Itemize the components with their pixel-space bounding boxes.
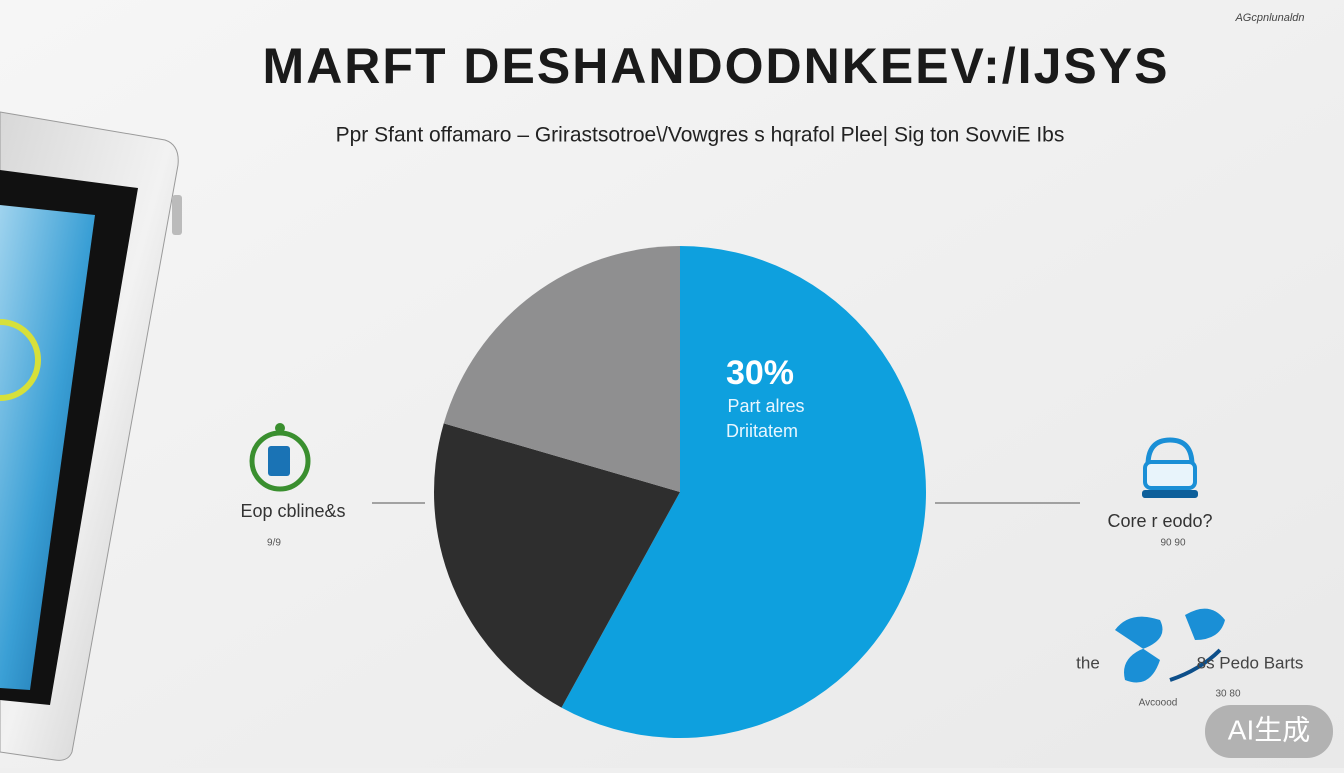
annotation: 9/9 (267, 538, 281, 549)
chart-subtitle: Ppr Sfant offamaro – Grirastsotroe\/Vowg… (336, 124, 1065, 147)
icon-bottom-right (1115, 608, 1225, 683)
annotation: the (1076, 653, 1100, 672)
watermark: AI生成 (1228, 714, 1310, 745)
logo: AGcpnlunaldn (1234, 12, 1304, 24)
annotation: 8s Pedo Barts (1197, 653, 1304, 672)
icon-right (1142, 437, 1198, 498)
watermark-badge (1205, 705, 1333, 758)
annotation: Eop cbline&s (240, 501, 345, 521)
icon-left (249, 423, 311, 492)
pie-slice (561, 246, 926, 738)
annotation: 30% (726, 354, 794, 392)
chart-title: MARFT DESHANDODNKEEV:/IJSYS (263, 38, 1170, 94)
annotation: Avcoood (1139, 698, 1178, 709)
annotation: Core r eodo? (1107, 511, 1212, 531)
annotation: Part alres (727, 396, 804, 416)
annotation: 30 80 (1215, 689, 1240, 700)
pie-slice (443, 246, 680, 492)
annotation: Driitatem (726, 421, 798, 441)
annotation: 90 90 (1160, 538, 1185, 549)
pie-slice (434, 423, 680, 708)
tablet-illustration (0, 111, 182, 761)
